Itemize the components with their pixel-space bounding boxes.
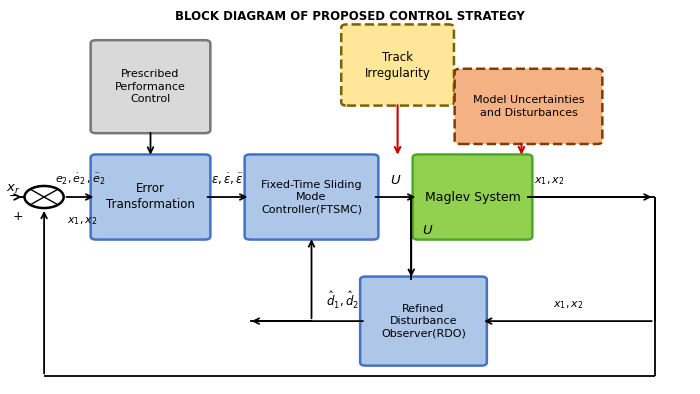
FancyBboxPatch shape: [341, 24, 454, 106]
Text: Error
Transformation: Error Transformation: [106, 182, 195, 212]
Text: Track
Irregularity: Track Irregularity: [365, 50, 430, 80]
Text: Model Uncertainties
and Disturbances: Model Uncertainties and Disturbances: [473, 95, 584, 117]
FancyBboxPatch shape: [91, 154, 210, 240]
Text: $\hat{d}_1,\hat{d}_2$: $\hat{d}_1,\hat{d}_2$: [326, 290, 358, 311]
FancyBboxPatch shape: [413, 154, 533, 240]
FancyBboxPatch shape: [360, 277, 487, 366]
Text: Maglev System: Maglev System: [425, 191, 520, 203]
Circle shape: [25, 186, 64, 208]
Text: $x_1, x_2$: $x_1, x_2$: [67, 216, 98, 227]
Text: $x_1, x_2$: $x_1, x_2$: [533, 175, 564, 187]
Text: Fixed-Time Sliding
Mode
Controller(FTSMC): Fixed-Time Sliding Mode Controller(FTSMC…: [261, 180, 362, 214]
Text: $-$: $-$: [8, 189, 19, 201]
Text: $x_1, x_2$: $x_1, x_2$: [552, 299, 583, 311]
FancyBboxPatch shape: [455, 69, 602, 144]
Text: $x_r$: $x_r$: [6, 182, 20, 196]
Text: $e_2,\dot{e}_2\,,\ddot{e}_2$: $e_2,\dot{e}_2\,,\ddot{e}_2$: [55, 172, 105, 187]
Text: Prescribed
Performance
Control: Prescribed Performance Control: [115, 69, 186, 104]
Text: $U$: $U$: [390, 174, 401, 187]
Text: $+$: $+$: [12, 210, 23, 223]
Text: BLOCK DIAGRAM OF PROPOSED CONTROL STRATEGY: BLOCK DIAGRAM OF PROPOSED CONTROL STRATE…: [175, 10, 525, 23]
FancyBboxPatch shape: [91, 40, 210, 133]
Text: $U$: $U$: [421, 224, 433, 237]
Text: $\varepsilon,\dot{\varepsilon},\ddot{\varepsilon}$: $\varepsilon,\dot{\varepsilon},\ddot{\va…: [211, 172, 244, 187]
FancyBboxPatch shape: [245, 154, 378, 240]
Text: Refined
Disturbance
Observer(RDO): Refined Disturbance Observer(RDO): [381, 304, 466, 338]
